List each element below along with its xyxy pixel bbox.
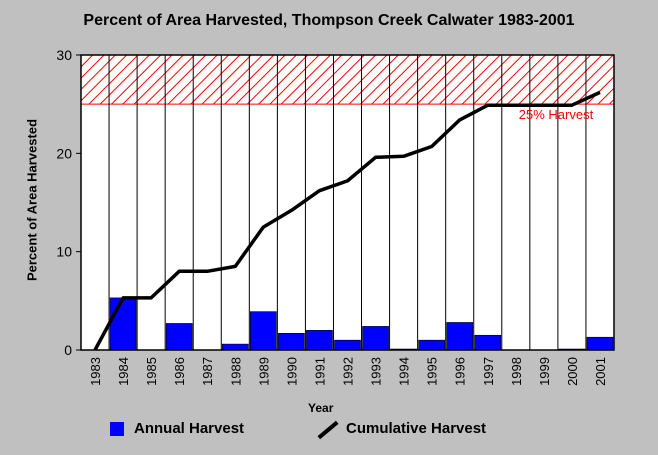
bar-annual-harvest <box>278 332 305 351</box>
legend-bar-swatch <box>110 421 124 436</box>
bar-annual-harvest <box>250 311 277 351</box>
y-tick-label: 30 <box>56 47 72 63</box>
x-tick-label: 1986 <box>172 357 187 386</box>
x-tick-label: 1991 <box>312 357 327 386</box>
x-tick-label: 1999 <box>537 357 552 386</box>
x-tick-label: 1995 <box>425 357 440 386</box>
bar-annual-harvest <box>474 334 502 351</box>
legend-label-cumulative: Cumulative Harvest <box>346 420 487 437</box>
legend-cumulative-harvest: Cumulative Harvest <box>316 420 486 437</box>
x-tick-label: 1984 <box>116 357 131 386</box>
plot-frame <box>80 54 615 351</box>
x-tick-label: 1990 <box>284 357 299 386</box>
x-tick-label: 1985 <box>144 357 159 386</box>
y-tick-label: 0 <box>64 342 72 358</box>
legend-label-annual: Annual Harvest <box>134 420 245 437</box>
bar-annual-harvest <box>306 330 333 351</box>
legend-line-swatch <box>316 421 338 437</box>
bar-annual-harvest <box>165 323 193 351</box>
y-tick-label: 10 <box>56 244 72 260</box>
threshold-label: 25% Harvest <box>519 107 594 122</box>
x-tick-label: 1998 <box>509 357 524 386</box>
x-tick-label: 2001 <box>593 357 608 386</box>
x-tick-label: 1987 <box>200 357 215 386</box>
threshold-zone <box>81 55 614 105</box>
legend-annual-harvest: Annual Harvest <box>110 420 244 437</box>
x-tick-label: 1996 <box>453 357 468 386</box>
line-cumulative-harvest <box>93 90 601 351</box>
bar-annual-harvest <box>418 339 445 351</box>
bar-annual-harvest <box>446 322 474 351</box>
chart-title: Percent of Area Harvested, Thompson Cree… <box>83 12 575 29</box>
x-tick-label: 1988 <box>228 357 243 386</box>
bar-annual-harvest <box>362 326 389 351</box>
y-tick-label: 20 <box>56 145 72 161</box>
x-tick-label: 1992 <box>341 357 356 386</box>
x-tick-label: 1994 <box>397 357 412 386</box>
x-axis-label: Year <box>308 401 334 415</box>
bar-annual-harvest <box>109 297 137 351</box>
x-tick-label: 1983 <box>88 357 103 386</box>
bar-annual-harvest <box>221 343 249 351</box>
x-tick-label: 1997 <box>481 357 496 386</box>
x-tick-label: 1989 <box>256 357 271 386</box>
x-tick-label: 1993 <box>369 357 384 386</box>
bar-annual-harvest <box>586 336 614 351</box>
x-tick-label: 2000 <box>565 357 580 386</box>
bar-annual-harvest <box>334 339 361 351</box>
